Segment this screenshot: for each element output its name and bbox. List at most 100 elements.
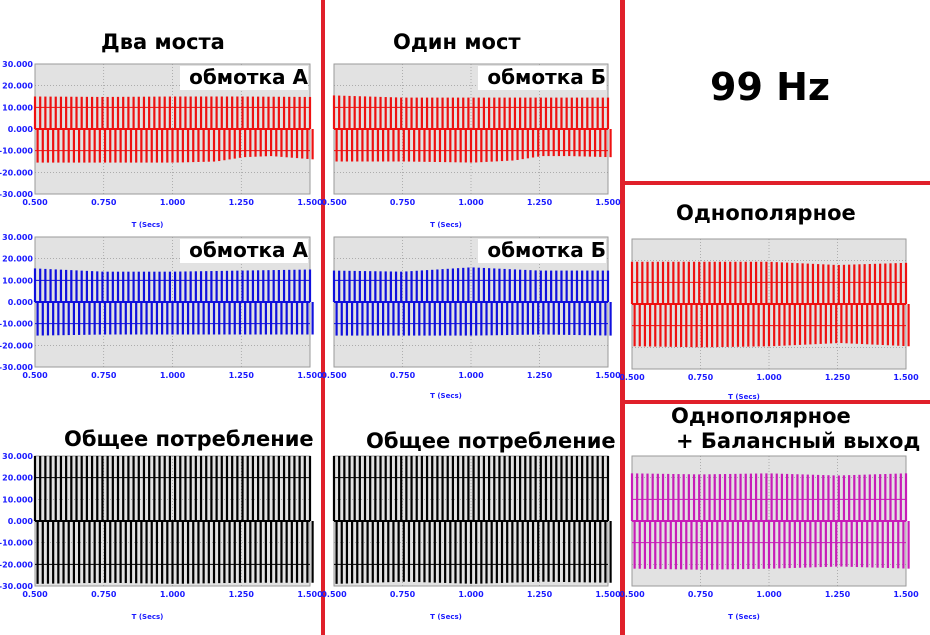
x-tick-label: 0.750 — [91, 371, 117, 380]
panel-label-backdrop — [180, 66, 308, 90]
x-tick-label: 1.500 — [893, 373, 919, 382]
x-tick-label: 1.500 — [297, 198, 323, 207]
x-tick-label: 0.750 — [390, 198, 416, 207]
x-tick-label: 1.500 — [297, 371, 323, 380]
y-tick-label: -30.000 — [0, 190, 33, 199]
y-tick-label: 20.000 — [2, 82, 33, 91]
y-tick-label: 0.000 — [8, 125, 34, 134]
heading-unipolar-balanced-line2: + Балансный выход — [676, 429, 921, 453]
x-tick-label: 1.500 — [595, 590, 621, 599]
y-tick-label: 20.000 — [2, 255, 33, 264]
x-tick-label: 1.250 — [825, 590, 851, 599]
x-tick-label: 0.750 — [390, 590, 416, 599]
y-tick-label: -10.000 — [0, 539, 33, 548]
x-tick-label: 1.500 — [595, 371, 621, 380]
x-tick-label: 1.500 — [893, 590, 919, 599]
series-signal — [332, 456, 612, 584]
x-tick-label: 1.250 — [527, 590, 553, 599]
series-signal — [33, 268, 314, 336]
y-tick-label: 10.000 — [2, 276, 33, 285]
x-tick-label: 1.000 — [458, 371, 484, 380]
y-tick-label: 0.000 — [8, 298, 34, 307]
divider-horizontal-top — [622, 181, 930, 185]
series-signal — [332, 267, 612, 336]
panel-label-backdrop — [180, 239, 308, 263]
series-signal — [33, 456, 314, 584]
series-signal — [33, 96, 314, 163]
x-axis-title: T (Secs) — [132, 613, 164, 621]
series-signal — [332, 95, 612, 163]
x-tick-label: 1.000 — [458, 198, 484, 207]
y-tick-label: -20.000 — [0, 168, 33, 177]
x-tick-label: 1.000 — [160, 371, 186, 380]
x-tick-label: 1.250 — [229, 590, 255, 599]
y-tick-label: -20.000 — [0, 560, 33, 569]
divider-horizontal-bottom — [622, 400, 930, 404]
x-axis-title: T (Secs) — [430, 392, 462, 400]
x-tick-label: 0.750 — [390, 371, 416, 380]
heading-total-consumption-middle: Общее потребление — [366, 429, 616, 453]
x-tick-label: 1.500 — [297, 590, 323, 599]
series-signal — [630, 261, 910, 348]
x-tick-label: 1.000 — [160, 590, 186, 599]
y-tick-label: 20.000 — [2, 474, 33, 483]
y-tick-label: 30.000 — [2, 60, 33, 69]
y-tick-label: -30.000 — [0, 582, 33, 591]
heading-total-consumption-left: Общее потребление — [64, 427, 314, 451]
x-tick-label: 1.000 — [458, 590, 484, 599]
y-tick-label: 0.000 — [8, 517, 34, 526]
panel-label-backdrop — [478, 239, 606, 263]
x-axis-title: T (Secs) — [430, 221, 462, 229]
divider-vertical-left — [321, 0, 325, 635]
x-tick-label: 0.500 — [321, 590, 347, 599]
series-signal — [630, 473, 910, 570]
x-tick-label: 1.500 — [595, 198, 621, 207]
divider-vertical-right — [620, 0, 625, 635]
y-tick-label: 10.000 — [2, 103, 33, 112]
panel-label: обмотка Б — [487, 65, 606, 89]
x-tick-label: 0.750 — [91, 198, 117, 207]
y-tick-label: -10.000 — [0, 147, 33, 156]
y-tick-label: -20.000 — [0, 341, 33, 350]
panel-label: обмотка А — [189, 65, 308, 89]
heading-two-bridges: Два моста — [101, 30, 225, 54]
x-tick-label: 0.750 — [688, 590, 714, 599]
x-tick-label: 1.000 — [756, 373, 782, 382]
x-tick-label: 0.500 — [619, 373, 645, 382]
x-tick-label: 0.500 — [321, 371, 347, 380]
x-tick-label: 0.750 — [91, 590, 117, 599]
x-axis-title: T (Secs) — [132, 221, 164, 229]
x-tick-label: 0.750 — [688, 373, 714, 382]
x-tick-label: 1.250 — [527, 371, 553, 380]
x-tick-label: 1.250 — [527, 198, 553, 207]
x-tick-label: 0.500 — [22, 590, 48, 599]
heading-unipolar: Однополярное — [676, 201, 856, 225]
y-tick-label: 30.000 — [2, 233, 33, 242]
x-tick-label: 1.250 — [229, 198, 255, 207]
heading-unipolar-balanced-line1: Однополярное — [671, 404, 851, 428]
x-tick-label: 1.250 — [229, 371, 255, 380]
panel-label: обмотка А — [189, 238, 308, 262]
heading-frequency: 99 Hz — [710, 65, 831, 109]
x-tick-label: 0.500 — [22, 198, 48, 207]
x-axis-title: T (Secs) — [728, 393, 760, 401]
x-tick-label: 1.000 — [756, 590, 782, 599]
x-tick-label: 1.250 — [825, 373, 851, 382]
heading-one-bridge: Один мост — [393, 30, 521, 54]
x-axis-title: T (Secs) — [430, 613, 462, 621]
panel-label: обмотка Б — [487, 238, 606, 262]
x-tick-label: 0.500 — [321, 198, 347, 207]
x-tick-label: 0.500 — [619, 590, 645, 599]
panel-label-backdrop — [478, 66, 606, 90]
y-tick-label: -10.000 — [0, 320, 33, 329]
x-axis-title: T (Secs) — [728, 613, 760, 621]
y-tick-label: 30.000 — [2, 452, 33, 461]
